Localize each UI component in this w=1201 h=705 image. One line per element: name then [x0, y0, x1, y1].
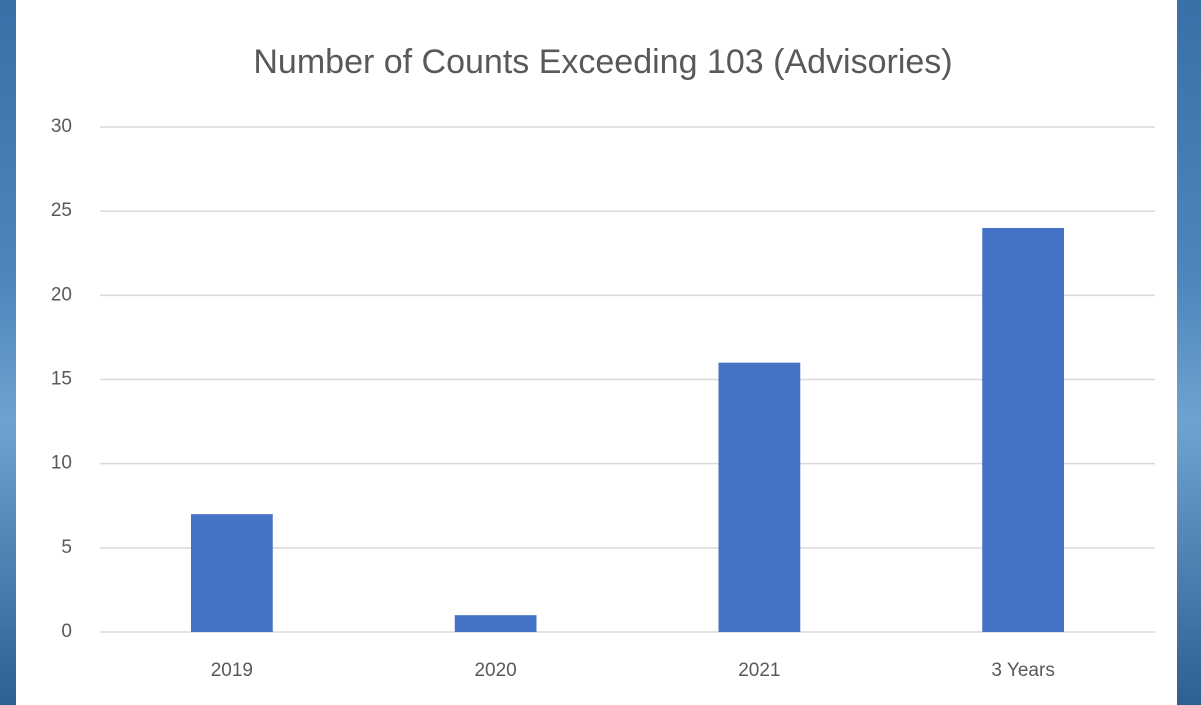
bar [455, 615, 537, 632]
y-tick-label: 20 [51, 284, 72, 305]
x-tick-label: 2019 [211, 660, 253, 681]
y-tick-label: 0 [61, 621, 72, 642]
chart-title: Number of Counts Exceeding 103 (Advisori… [253, 43, 952, 81]
y-tick-label: 10 [51, 453, 72, 474]
bar [982, 228, 1064, 632]
bar [191, 514, 273, 632]
y-tick-label: 25 [51, 200, 72, 221]
page: Number of Counts Exceeding 103 (Advisori… [0, 0, 1201, 705]
x-tick-label: 2020 [474, 660, 516, 681]
chart: Number of Counts Exceeding 103 (Advisori… [0, 0, 1201, 705]
y-tick-label: 30 [51, 116, 72, 137]
x-tick-label: 3 Years [991, 660, 1054, 681]
bar [718, 363, 800, 632]
x-tick-label: 2021 [738, 660, 780, 681]
y-tick-label: 15 [51, 369, 72, 390]
y-tick-label: 5 [61, 537, 72, 558]
